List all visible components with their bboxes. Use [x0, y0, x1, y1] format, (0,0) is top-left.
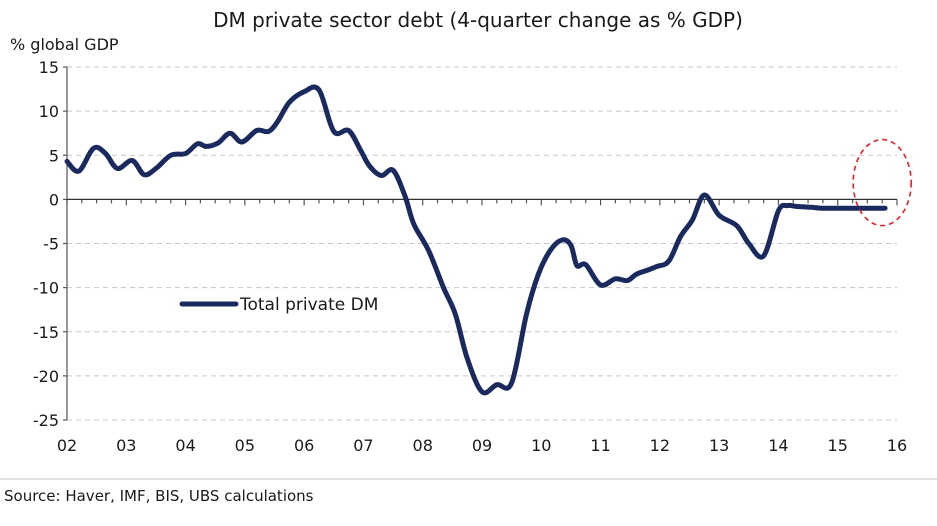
- y-axis-label: % global GDP: [10, 35, 119, 54]
- x-tick-label: 15: [828, 436, 848, 455]
- y-tick-label: 15: [39, 58, 59, 77]
- chart-title: DM private sector debt (4-quarter change…: [213, 8, 743, 32]
- y-tick-label: 5: [49, 146, 59, 165]
- x-tick-label: 08: [413, 436, 433, 455]
- x-tick-label: 06: [294, 436, 314, 455]
- x-tick-label: 12: [650, 436, 670, 455]
- x-tick-label: 04: [175, 436, 195, 455]
- y-axis-ticks: 15 10 5 0 -5 -10 -15 -20 -25: [33, 58, 67, 430]
- y-tick-label: 10: [39, 102, 59, 121]
- x-tick-label: 02: [57, 436, 77, 455]
- legend-label: Total private DM: [239, 295, 378, 315]
- x-tick-label: 13: [709, 436, 729, 455]
- x-axis-ticks: 02 03 04 05 06 07 08 09 10 11 12 13 14 15 16: [57, 199, 907, 455]
- grid-lines: [67, 66, 897, 421]
- series-line-total-private-dm: [64, 84, 888, 396]
- x-tick-label: 09: [472, 436, 492, 455]
- y-tick-label: 0: [49, 190, 59, 209]
- y-tick-label: -25: [33, 411, 59, 430]
- source-note: Source: Haver, IMF, BIS, UBS calculation…: [4, 487, 314, 505]
- y-tick-label: -5: [43, 235, 59, 254]
- x-tick-label: 05: [235, 436, 255, 455]
- y-tick-label: -15: [33, 323, 59, 342]
- x-tick-label: 16: [887, 436, 907, 455]
- x-tick-label: 11: [590, 436, 610, 455]
- highlight-ellipse: [852, 138, 912, 227]
- x-tick-label: 03: [116, 436, 136, 455]
- legend: Total private DM: [179, 295, 378, 315]
- x-tick-label: 14: [768, 436, 788, 455]
- y-tick-label: -10: [33, 279, 59, 298]
- x-tick-label: 07: [353, 436, 373, 455]
- x-tick-label: 10: [531, 436, 551, 455]
- y-tick-label: -20: [33, 367, 59, 386]
